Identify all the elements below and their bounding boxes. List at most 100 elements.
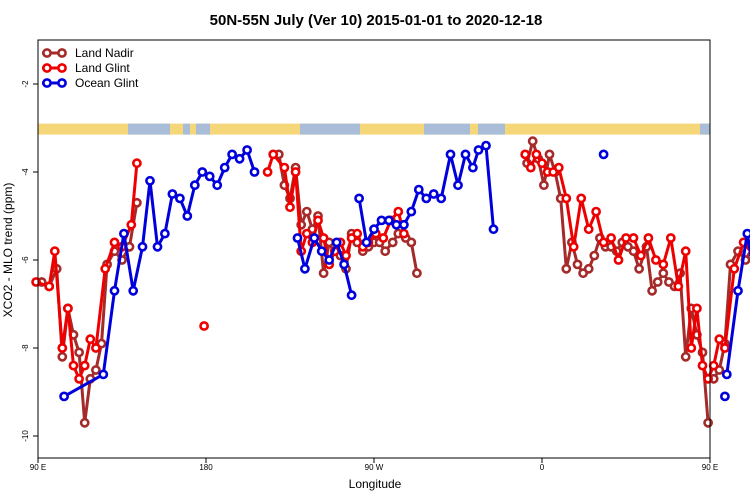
x-axis-label: Longitude — [349, 477, 402, 491]
data-point — [100, 263, 111, 274]
data-point — [658, 259, 669, 270]
data-point — [279, 162, 290, 173]
series-line — [525, 139, 710, 423]
data-point — [572, 259, 583, 270]
data-point — [634, 263, 644, 274]
data-point — [182, 211, 193, 221]
data-point — [692, 303, 702, 314]
data-point — [467, 162, 478, 173]
data-point — [145, 175, 155, 186]
data-point — [204, 171, 215, 182]
data-point — [49, 246, 60, 257]
data-point — [445, 149, 456, 160]
data-point — [31, 277, 41, 287]
data-point — [369, 224, 379, 235]
data-point — [44, 281, 55, 292]
data-point — [598, 237, 609, 248]
data-point — [652, 277, 663, 287]
data-point — [85, 334, 96, 345]
data-point — [428, 189, 439, 199]
data-point — [398, 228, 409, 239]
data-point — [729, 263, 740, 274]
data-point — [242, 145, 252, 155]
data-point — [583, 224, 594, 235]
data-point — [299, 263, 310, 274]
data-point — [714, 334, 725, 345]
y-tick-label: -2 — [21, 80, 30, 88]
data-point — [74, 373, 84, 384]
data-point — [57, 351, 68, 362]
series-0 — [36, 136, 750, 428]
data-point — [354, 193, 364, 204]
data-point — [339, 259, 349, 270]
data-point — [292, 233, 303, 243]
data-point — [318, 268, 329, 279]
data-point — [313, 215, 323, 226]
data-point — [568, 241, 579, 252]
data-point — [361, 237, 372, 248]
strip-ocean — [478, 123, 505, 135]
data-point — [290, 167, 301, 177]
data-point — [249, 167, 260, 177]
data-point — [576, 193, 587, 204]
data-point — [393, 206, 404, 217]
data-point — [74, 347, 84, 358]
data-point — [636, 250, 646, 261]
data-point — [79, 360, 90, 371]
data-point — [553, 162, 564, 173]
data-point — [301, 206, 312, 217]
strip-ocean — [700, 123, 710, 135]
data-point — [561, 263, 572, 274]
y-axis-label: XCO2 - MLO trend (ppm) — [1, 183, 15, 318]
data-point — [316, 246, 327, 257]
series-line — [35, 163, 139, 381]
y-tick-label: -4 — [21, 168, 30, 176]
data-point — [651, 255, 661, 265]
legend-marker — [42, 63, 52, 73]
data-point — [697, 360, 708, 371]
legend-label: Land Glint — [75, 61, 130, 75]
strip-ocean — [196, 123, 210, 135]
data-point — [544, 149, 555, 160]
data-point — [720, 343, 730, 353]
data-point — [301, 228, 312, 239]
data-point — [411, 268, 422, 279]
data-point — [391, 219, 402, 230]
data-point — [520, 149, 531, 160]
strip-ocean — [300, 123, 360, 135]
data-point — [137, 241, 148, 252]
data-point — [721, 369, 732, 380]
x-tick-label: 0 — [540, 463, 545, 472]
data-point — [742, 228, 750, 239]
data-point — [525, 162, 536, 173]
data-point — [352, 228, 363, 239]
data-point — [539, 180, 549, 191]
data-point — [380, 246, 391, 257]
strip-ocean — [183, 123, 190, 135]
data-point — [119, 228, 129, 239]
axes-layer: 90 E 180 90 W 0 90 E -2 -4 -6 -8 -10 — [21, 39, 718, 472]
data-point — [91, 343, 101, 353]
data-point — [109, 237, 120, 248]
data-point — [219, 162, 230, 173]
data-point — [606, 233, 616, 243]
x-tick-label: 90 W — [365, 463, 384, 472]
land-sea-strip — [38, 123, 710, 135]
data-point — [733, 285, 743, 296]
data-point — [598, 149, 609, 160]
data-point — [708, 360, 719, 371]
data-point — [57, 343, 68, 353]
data-point — [98, 369, 109, 380]
data-point — [324, 255, 335, 265]
strip-ocean — [424, 123, 470, 135]
data-point — [167, 189, 178, 199]
strip-ocean — [128, 123, 170, 135]
data-point — [128, 285, 139, 296]
data-point — [268, 149, 279, 160]
data-point — [591, 206, 601, 217]
data-point — [398, 219, 409, 230]
legend-label: Land Nadir — [75, 46, 134, 60]
data-point — [406, 206, 417, 217]
data-point — [613, 255, 624, 265]
